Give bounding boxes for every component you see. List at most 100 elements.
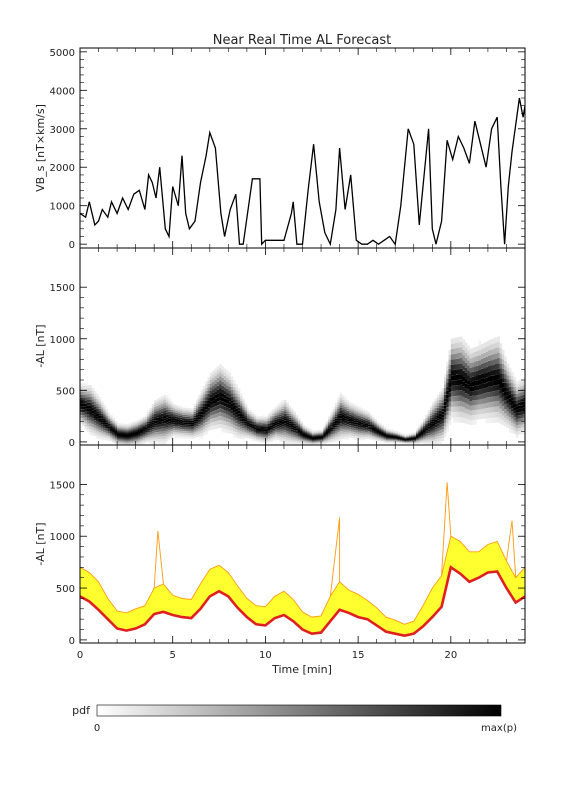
pdf-cell: [490, 339, 493, 345]
pdf-cell: [504, 361, 507, 366]
pdf-cell: [492, 354, 496, 360]
pdf-cell: [420, 432, 424, 435]
pdf-cell: [270, 435, 273, 438]
pdf-cell: [476, 390, 479, 395]
pdf-cell: [423, 420, 426, 422]
pdf-cell: [260, 432, 264, 435]
pdf-cell: [455, 364, 459, 370]
pdf-cell: [126, 429, 130, 431]
pdf-cell: [469, 372, 473, 378]
pdf-cell: [453, 369, 456, 375]
pdf-cell: [131, 436, 134, 438]
pdf-cell: [235, 399, 238, 403]
pdf-cell: [328, 418, 331, 421]
pdf-cell: [133, 425, 136, 427]
x-tick-label: 15: [352, 650, 365, 661]
pdf-cell: [358, 408, 361, 411]
pdf-cell: [427, 426, 431, 428]
pdf-cell: [124, 429, 127, 431]
pdf-cell: [334, 439, 338, 442]
pdf-cell: [365, 430, 368, 433]
pdf-cell: [226, 422, 229, 426]
pdf-cell: [226, 396, 229, 400]
colorbar-label: pdf: [72, 704, 91, 717]
pdf-cell: [286, 441, 289, 444]
pdf-cell: [142, 427, 146, 429]
colorbar: pdf 0 max(p): [72, 704, 517, 734]
pdf-cell: [423, 437, 426, 439]
panel-al-forecast-content: [80, 482, 525, 638]
pdf-cell: [441, 391, 445, 395]
pdf-cell: [483, 373, 486, 379]
pdf-cell: [235, 423, 238, 427]
pdf-cell: [103, 408, 106, 411]
pdf-cell: [425, 417, 428, 420]
pdf-cell: [258, 421, 262, 423]
pdf-cell: [464, 378, 468, 384]
pdf-cell: [385, 441, 389, 444]
pdf-cell: [381, 437, 384, 439]
pdf-cell: [80, 400, 83, 404]
pdf-cell: [142, 438, 146, 440]
pdf-cell: [216, 409, 220, 413]
pdf-cell: [434, 424, 438, 428]
pdf-cell: [121, 440, 125, 443]
pdf-cell: [344, 425, 347, 428]
pdf-cell: [253, 439, 257, 442]
pdf-cell: [244, 411, 248, 414]
pdf-cell: [251, 412, 255, 414]
pdf-cell: [149, 440, 153, 442]
pdf-cell: [149, 415, 153, 418]
pdf-cell: [149, 432, 153, 435]
pdf-cell: [103, 406, 106, 409]
pdf-cell: [297, 427, 301, 430]
pdf-cell: [383, 441, 387, 443]
pdf-cell: [381, 440, 384, 442]
pdf-cell: [383, 427, 387, 429]
pdf-cell: [353, 436, 357, 438]
pdf-cell: [478, 355, 482, 361]
pdf-cell: [100, 431, 104, 434]
pdf-cell: [96, 404, 99, 407]
pdf-cell: [385, 429, 389, 431]
pdf-cell: [436, 438, 440, 442]
pdf-cell: [358, 432, 361, 435]
pdf-cell: [163, 436, 167, 439]
pdf-cell: [467, 370, 470, 375]
pdf-cell: [195, 417, 199, 420]
x-tick-label: 10: [259, 650, 272, 661]
pdf-cell: [416, 435, 419, 437]
pdf-cell: [427, 429, 431, 432]
pdf-cell: [351, 403, 354, 406]
pdf-cell: [156, 434, 160, 437]
pdf-cell: [124, 441, 127, 444]
pdf-cell: [511, 386, 514, 391]
pdf-cell: [481, 369, 484, 374]
pdf-cell: [281, 399, 285, 402]
pdf-cell: [188, 422, 192, 425]
pdf-cell: [332, 434, 336, 437]
pdf-cell: [286, 409, 289, 412]
pdf-cell: [430, 406, 433, 408]
pdf-cell: [270, 414, 273, 416]
pdf-cell: [107, 415, 111, 418]
pdf-cell: [175, 422, 178, 425]
pdf-cell: [233, 418, 236, 422]
pdf-cell: [270, 439, 273, 441]
pdf-cell: [325, 421, 329, 424]
pdf-cell: [96, 414, 99, 417]
pdf-cell: [105, 424, 109, 427]
pdf-cell: [237, 416, 241, 419]
pdf-cell: [471, 395, 475, 401]
pdf-cell: [177, 432, 180, 435]
pdf-cell: [244, 403, 248, 406]
pdf-cell: [207, 390, 211, 394]
pdf-cell: [460, 417, 463, 423]
pdf-cell: [448, 373, 452, 379]
pdf-cell: [328, 428, 331, 431]
pdf-cell: [117, 425, 120, 427]
pdf-cell: [423, 427, 426, 429]
y-tick-label: 1000: [50, 202, 75, 213]
pdf-cell: [520, 392, 524, 396]
pdf-cell: [439, 419, 442, 422]
